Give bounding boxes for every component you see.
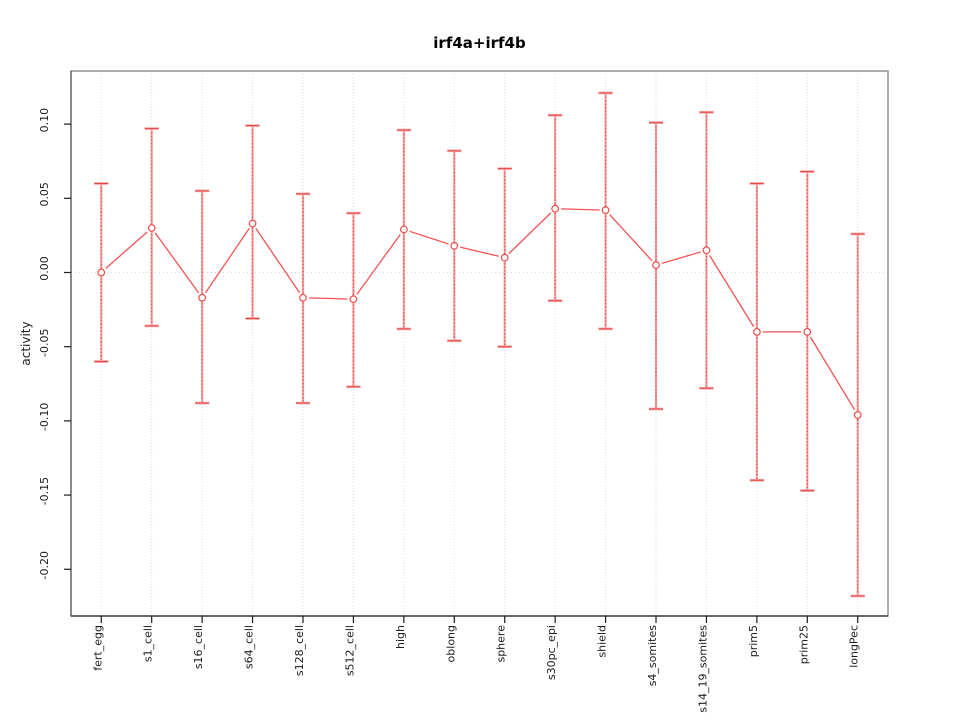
series-line-segment [409, 230, 449, 245]
x-tick-label: prim25 [797, 625, 810, 664]
series-line-segment [508, 212, 552, 254]
label-layer: 0.10 0.05 0.00 -0.05 -0.10 -0.15 -0.20 fert_egg… [38, 108, 861, 713]
series-line-segment [709, 255, 755, 328]
series-line-segment [609, 214, 653, 262]
series-line-segment [809, 336, 856, 411]
series-line-segment [308, 297, 348, 300]
series-line-segment [661, 251, 701, 265]
data-point-marker [248, 219, 257, 228]
data-point-marker [349, 295, 358, 304]
data-point-marker [399, 225, 408, 234]
data-point-marker [551, 204, 560, 213]
y-tick-label: -0.10 [38, 403, 51, 431]
x-tick-label: s30pc_epi [545, 625, 558, 680]
series-line-segment [154, 232, 200, 294]
x-tick-label: s14_19_somites [696, 625, 709, 713]
series-line-segment [561, 208, 600, 211]
series-line-segment [459, 246, 500, 257]
series-line-segment [255, 228, 301, 294]
x-tick-label: s64_cell [243, 625, 256, 669]
data-point-marker [299, 293, 307, 302]
x-tick-label: sphere [495, 625, 508, 663]
data-point-marker [97, 268, 106, 277]
x-tick-label: longPec [848, 625, 861, 668]
y-tick-label: 0.00 [38, 256, 51, 281]
x-tick-label: fert_egg [91, 625, 104, 671]
x-tick-label: shield [596, 625, 609, 658]
data-point-marker [853, 411, 862, 419]
chart-title: irf4a+irf4b [433, 34, 526, 52]
x-tick-label: prim5 [747, 625, 760, 657]
series-line-segment [356, 233, 401, 295]
y-tick-label: -0.15 [38, 477, 51, 505]
data-layer [94, 91, 865, 598]
data-point-marker [198, 293, 207, 302]
frame-layer [64, 70, 889, 623]
data-point-marker [803, 327, 812, 336]
x-tick-label: s512_cell [343, 625, 356, 676]
y-tick-label: 0.10 [38, 108, 51, 132]
data-point-marker [500, 253, 509, 262]
x-tick-label: s16_cell [192, 625, 205, 669]
x-tick-label: s1_cell [142, 625, 155, 662]
data-point-marker [147, 224, 156, 232]
plot-area-border [70, 70, 889, 617]
data-point-marker [752, 327, 761, 336]
y-tick-label: -0.20 [38, 551, 51, 579]
y-tick-label: 0.05 [38, 182, 51, 207]
data-point-marker [652, 261, 660, 269]
y-tick-label: -0.05 [38, 328, 51, 356]
data-point-marker [702, 246, 711, 255]
y-axis-title: activity [19, 321, 33, 365]
data-point-marker [450, 241, 459, 250]
x-tick-label: s4_somites [646, 625, 659, 687]
x-tick-label: high [394, 625, 407, 649]
x-tick-label: s128_cell [293, 625, 306, 676]
series-line-segment [105, 231, 148, 270]
x-tick-label: oblong [444, 625, 457, 662]
grid-layer [71, 71, 888, 616]
series-line-segment [204, 228, 250, 294]
data-point-marker [601, 206, 610, 215]
